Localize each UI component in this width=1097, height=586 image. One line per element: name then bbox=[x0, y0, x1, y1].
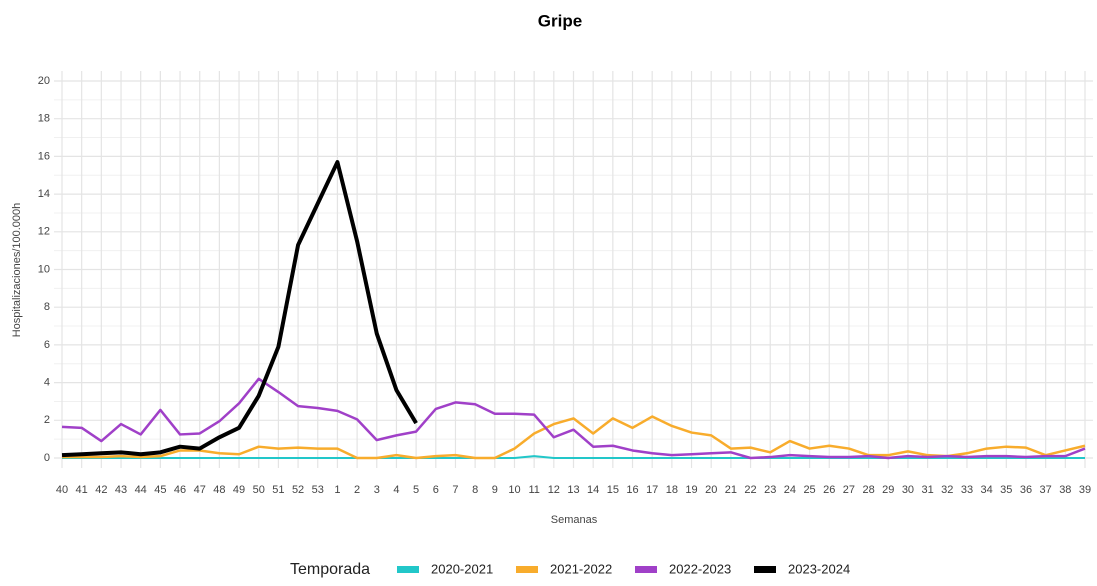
x-tick-label: 30 bbox=[902, 484, 914, 496]
x-tick-label: 5 bbox=[413, 484, 419, 496]
legend-swatch bbox=[635, 566, 657, 573]
legend-label: 2020-2021 bbox=[431, 561, 493, 576]
legend-swatch bbox=[397, 566, 419, 573]
x-tick-label: 9 bbox=[492, 484, 498, 496]
x-tick-label: 1 bbox=[334, 484, 340, 496]
y-tick-label: 20 bbox=[38, 75, 50, 87]
y-tick-label: 8 bbox=[44, 301, 50, 313]
plot-area bbox=[61, 160, 1086, 460]
x-tick-label: 15 bbox=[607, 484, 619, 496]
x-tick-label: 17 bbox=[646, 484, 658, 496]
y-axis-label: Hospitalizaciones/100.000h bbox=[11, 203, 23, 338]
legend-swatch bbox=[754, 566, 776, 573]
x-tick-label: 2 bbox=[354, 484, 360, 496]
x-tick-label: 38 bbox=[1059, 484, 1071, 496]
x-axis-label: Semanas bbox=[551, 514, 598, 526]
x-tick-label: 53 bbox=[312, 484, 324, 496]
x-tick-label: 33 bbox=[961, 484, 973, 496]
x-tick-label: 41 bbox=[76, 484, 88, 496]
series-line bbox=[62, 415, 1086, 460]
y-tick-label: 12 bbox=[38, 226, 50, 238]
x-tick-label: 46 bbox=[174, 484, 186, 496]
y-tick-label: 4 bbox=[44, 377, 50, 389]
x-tick-label: 16 bbox=[626, 484, 638, 496]
y-tick-label: 0 bbox=[44, 452, 50, 464]
x-tick-label: 13 bbox=[567, 484, 579, 496]
x-tick-label: 18 bbox=[666, 484, 678, 496]
x-tick-label: 7 bbox=[452, 484, 458, 496]
x-tick-label: 29 bbox=[882, 484, 894, 496]
x-tick-label: 23 bbox=[764, 484, 776, 496]
x-tick-label: 39 bbox=[1079, 484, 1091, 496]
legend: Temporada 2020-2021 2021-2022 2022-2023 202… bbox=[290, 561, 850, 578]
x-tick-label: 19 bbox=[685, 484, 697, 496]
x-tick-label: 14 bbox=[587, 484, 599, 496]
x-tick-label: 50 bbox=[253, 484, 265, 496]
x-tick-label: 25 bbox=[803, 484, 815, 496]
x-tick-label: 8 bbox=[472, 484, 478, 496]
x-tick-label: 43 bbox=[115, 484, 127, 496]
x-tick-label: 20 bbox=[705, 484, 717, 496]
series-line bbox=[61, 377, 1086, 460]
x-tick-label: 32 bbox=[941, 484, 953, 496]
x-tick-label: 44 bbox=[135, 484, 147, 496]
legend-label: 2022-2023 bbox=[669, 561, 731, 576]
y-tick-label: 10 bbox=[38, 263, 50, 275]
chart-title: Gripe bbox=[538, 11, 582, 30]
y-tick-label: 16 bbox=[38, 150, 50, 162]
legend-label: 2023-2024 bbox=[788, 561, 850, 576]
x-tick-label: 37 bbox=[1040, 484, 1052, 496]
legend-swatch bbox=[516, 566, 538, 573]
x-tick-label: 21 bbox=[725, 484, 737, 496]
x-tick-label: 24 bbox=[784, 484, 796, 496]
x-tick-label: 35 bbox=[1000, 484, 1012, 496]
x-tick-label: 31 bbox=[921, 484, 933, 496]
x-tick-label: 4 bbox=[393, 484, 399, 496]
x-tick-label: 47 bbox=[194, 484, 206, 496]
x-tick-label: 10 bbox=[508, 484, 520, 496]
y-tick-label: 14 bbox=[38, 188, 50, 200]
y-tick-label: 2 bbox=[44, 414, 50, 426]
y-tick-label: 18 bbox=[38, 113, 50, 125]
x-tick-label: 42 bbox=[95, 484, 107, 496]
x-tick-label: 45 bbox=[154, 484, 166, 496]
series-line bbox=[62, 455, 1085, 459]
x-tick-label: 12 bbox=[548, 484, 560, 496]
legend-title: Temporada bbox=[290, 561, 370, 578]
x-tick-label: 34 bbox=[981, 484, 993, 496]
x-tick-label: 22 bbox=[744, 484, 756, 496]
x-tick-label: 26 bbox=[823, 484, 835, 496]
x-tick-label: 3 bbox=[374, 484, 380, 496]
x-tick-label: 48 bbox=[213, 484, 225, 496]
x-tick-label: 36 bbox=[1020, 484, 1032, 496]
x-tick-label: 49 bbox=[233, 484, 245, 496]
x-tick-label: 51 bbox=[272, 484, 284, 496]
x-tick-label: 11 bbox=[528, 484, 539, 496]
x-tick-label: 52 bbox=[292, 484, 304, 496]
legend-label: 2021-2022 bbox=[550, 561, 612, 576]
y-tick-label: 6 bbox=[44, 339, 50, 351]
series-line bbox=[61, 160, 418, 458]
x-tick-label: 28 bbox=[862, 484, 874, 496]
x-tick-label: 6 bbox=[433, 484, 439, 496]
x-tick-label: 40 bbox=[56, 484, 68, 496]
x-tick-label: 27 bbox=[843, 484, 855, 496]
